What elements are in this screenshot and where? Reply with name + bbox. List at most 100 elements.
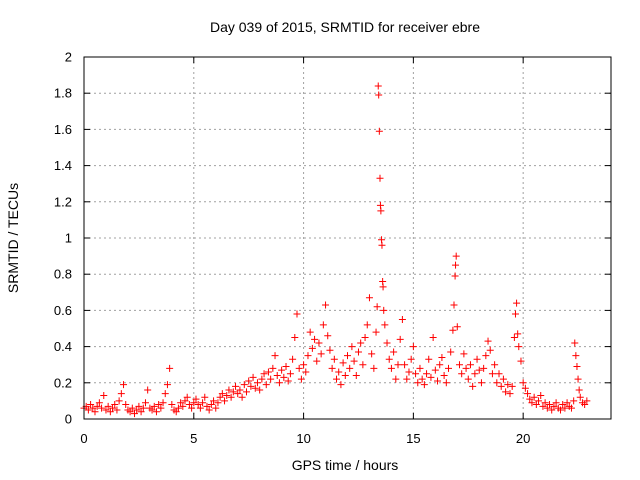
- data-point: [535, 397, 543, 405]
- data-point: [381, 321, 389, 329]
- data-point: [574, 375, 582, 383]
- data-point: [245, 377, 253, 385]
- data-point: [330, 355, 338, 363]
- data-point: [302, 368, 310, 376]
- data-point: [537, 391, 545, 399]
- data-point: [234, 390, 242, 398]
- data-point: [511, 310, 519, 318]
- x-tick-label: 0: [80, 431, 87, 446]
- data-point: [271, 352, 279, 360]
- data-point: [308, 344, 316, 352]
- data-point: [157, 404, 165, 412]
- data-point: [368, 350, 376, 358]
- data-point: [304, 352, 312, 360]
- data-point: [324, 332, 332, 340]
- data-point: [359, 361, 367, 369]
- data-point: [311, 335, 319, 343]
- data-point: [394, 361, 402, 369]
- data-point: [104, 402, 112, 410]
- data-point: [506, 390, 514, 398]
- data-point: [583, 397, 591, 405]
- data-point: [179, 402, 187, 410]
- data-point: [559, 401, 567, 409]
- data-point: [380, 306, 388, 314]
- data-point: [313, 357, 321, 365]
- data-point: [418, 375, 426, 383]
- data-point: [306, 328, 314, 336]
- data-point: [258, 375, 266, 383]
- data-point: [172, 408, 180, 416]
- data-point: [87, 401, 95, 409]
- data-point: [570, 397, 578, 405]
- data-point: [561, 404, 569, 412]
- data-point: [341, 372, 349, 380]
- data-point: [221, 397, 229, 405]
- data-point: [174, 404, 182, 412]
- data-point: [262, 381, 270, 389]
- data-point: [495, 370, 503, 378]
- data-point: [273, 372, 281, 380]
- data-point: [128, 404, 136, 412]
- data-point: [319, 321, 327, 329]
- data-point: [150, 402, 158, 410]
- data-point: [115, 397, 123, 405]
- data-point: [203, 402, 211, 410]
- data-point: [532, 401, 540, 409]
- data-point: [350, 357, 358, 365]
- data-point: [370, 364, 378, 372]
- data-point: [111, 401, 119, 409]
- y-tick-label: 1.4: [54, 158, 72, 173]
- data-point: [205, 406, 213, 414]
- data-point: [194, 401, 202, 409]
- data-point: [396, 335, 404, 343]
- data-point: [438, 353, 446, 361]
- data-point: [450, 301, 458, 309]
- data-point: [328, 364, 336, 372]
- data-point: [269, 364, 277, 372]
- data-point: [242, 388, 250, 396]
- data-point: [225, 386, 233, 394]
- data-point: [420, 381, 428, 389]
- data-point: [576, 393, 584, 401]
- data-point: [375, 91, 383, 99]
- x-tick-label: 20: [516, 431, 530, 446]
- data-point: [375, 127, 383, 135]
- data-point: [556, 406, 564, 414]
- data-point: [466, 361, 474, 369]
- data-point: [188, 404, 196, 412]
- data-point: [315, 339, 323, 347]
- data-point: [339, 359, 347, 367]
- data-point: [405, 368, 413, 376]
- data-point: [477, 379, 485, 387]
- data-point: [199, 399, 207, 407]
- data-point: [455, 361, 463, 369]
- data-point: [452, 252, 460, 260]
- data-point: [278, 366, 286, 374]
- data-point: [236, 386, 244, 394]
- data-point: [247, 382, 255, 390]
- data-point: [166, 364, 174, 372]
- data-point: [514, 330, 522, 338]
- data-point: [383, 339, 391, 347]
- y-tick-label: 1.6: [54, 122, 72, 137]
- data-point: [284, 377, 292, 385]
- data-point: [216, 393, 224, 401]
- data-point: [238, 393, 246, 401]
- x-tick-label: 5: [190, 431, 197, 446]
- data-point: [469, 382, 477, 390]
- y-tick-label: 0: [65, 412, 72, 427]
- data-point: [373, 303, 381, 311]
- data-point: [414, 379, 422, 387]
- data-point: [139, 404, 147, 412]
- data-point: [440, 372, 448, 380]
- data-point: [412, 370, 420, 378]
- data-point: [504, 381, 512, 389]
- data-point: [387, 364, 395, 372]
- data-point: [552, 399, 560, 407]
- data-point: [256, 386, 264, 394]
- data-point: [390, 348, 398, 356]
- data-point: [486, 346, 494, 354]
- data-point: [354, 348, 362, 356]
- data-point: [293, 310, 301, 318]
- data-point: [581, 401, 589, 409]
